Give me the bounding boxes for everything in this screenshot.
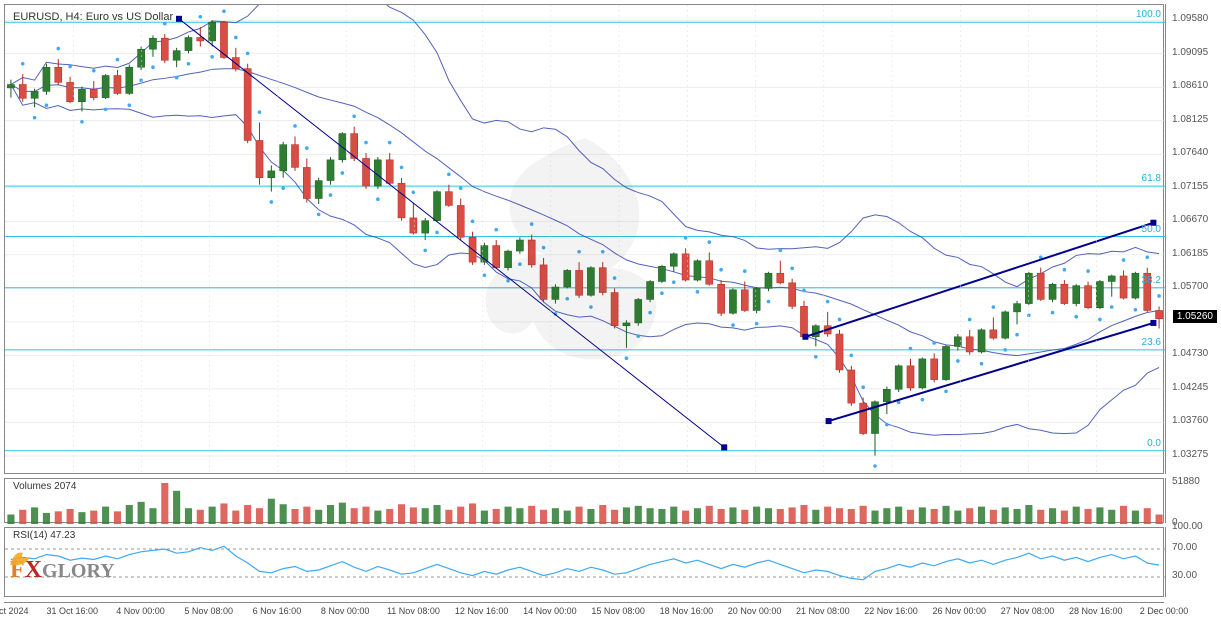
fxglory-logo: FXGLORY bbox=[10, 557, 160, 597]
volume-y-axis: 518800 bbox=[1165, 478, 1217, 523]
volume-svg bbox=[5, 479, 1165, 524]
volume-pane[interactable]: Volumes 2074 bbox=[4, 478, 1164, 523]
x-axis: 30 Oct 202431 Oct 16:004 Nov 00:005 Nov … bbox=[4, 602, 1164, 621]
price-chart-pane[interactable]: EURUSD, H4: Euro vs US Dollar bbox=[4, 4, 1164, 474]
rsi-pane[interactable]: RSI(14) 47.23 bbox=[4, 527, 1164, 597]
current-price-tag: 1.05260 bbox=[1173, 310, 1217, 323]
price-y-axis: 1.095801.090951.086101.081251.076401.071… bbox=[1165, 4, 1217, 474]
rsi-svg bbox=[5, 528, 1165, 598]
watermark bbox=[455, 125, 715, 385]
volume-label: Volumes 2074 bbox=[13, 481, 76, 492]
chart-title: EURUSD, H4: Euro vs US Dollar bbox=[13, 11, 173, 23]
rsi-y-axis: 100.0070.0030.00 bbox=[1165, 527, 1217, 597]
rsi-label: RSI(14) 47.23 bbox=[13, 530, 75, 541]
